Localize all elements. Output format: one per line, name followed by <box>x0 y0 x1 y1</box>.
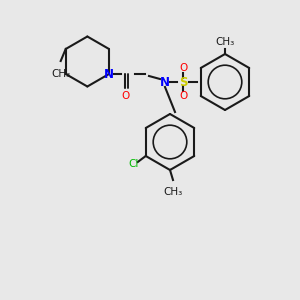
Text: O: O <box>179 91 187 101</box>
Text: N: N <box>160 76 170 88</box>
Text: O: O <box>121 91 129 101</box>
Text: Cl: Cl <box>129 159 139 169</box>
Text: S: S <box>179 76 187 88</box>
Text: CH₃: CH₃ <box>164 187 183 197</box>
Text: CH₃: CH₃ <box>51 69 70 79</box>
Text: O: O <box>179 63 187 73</box>
Text: N: N <box>104 68 114 80</box>
Text: CH₃: CH₃ <box>215 37 235 47</box>
